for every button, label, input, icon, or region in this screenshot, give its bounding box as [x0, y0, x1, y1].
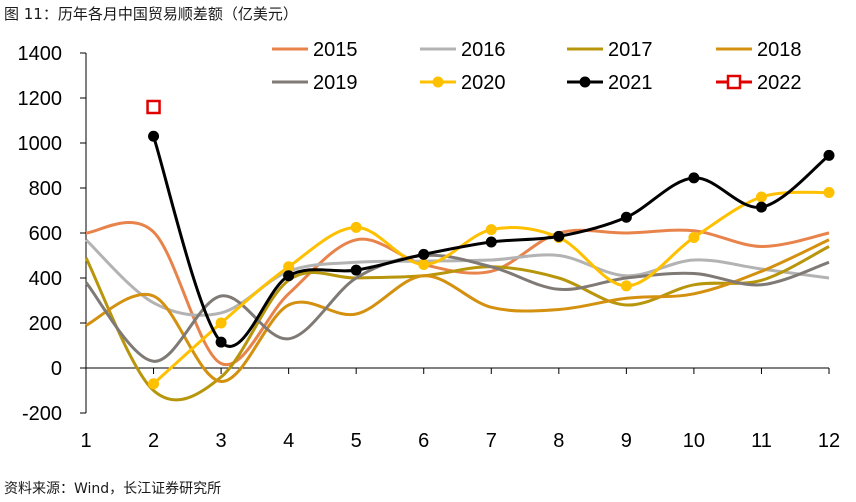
series-2018 — [85, 238, 830, 384]
x-tick-label: 1 — [80, 430, 91, 452]
series-line-2020 — [152, 190, 830, 385]
x-tick-label: 12 — [818, 430, 840, 452]
data-point-2022 — [146, 99, 161, 115]
legend-item-2016: 2016 — [420, 39, 506, 61]
series-line-2016 — [84, 238, 830, 317]
x-tick-label: 11 — [751, 430, 772, 452]
data-point-2021 — [418, 248, 430, 260]
legend-item-2020: 2020 — [420, 72, 506, 94]
y-tick-label: -200 — [22, 403, 62, 425]
x-tick-label: 6 — [418, 430, 429, 452]
data-point-2020 — [283, 261, 295, 273]
legend-marker-2022 — [726, 74, 742, 90]
legend: 2015 2016 2017 2018 2019 2020 2021 2022 — [272, 39, 802, 94]
data-point-2021 — [350, 264, 362, 276]
series-2021 — [148, 130, 835, 348]
x-tick-label: 10 — [683, 430, 705, 452]
data-point-2021 — [823, 149, 835, 161]
data-point-2021 — [283, 270, 295, 282]
x-tick-label: 3 — [216, 430, 227, 452]
data-point-2020 — [823, 187, 835, 198]
legend-label-2015: 2015 — [313, 39, 358, 61]
series-2022 — [146, 99, 161, 115]
legend-marker-2021 — [579, 76, 591, 88]
series-2015 — [85, 220, 830, 367]
series-2020 — [148, 187, 835, 390]
legend-label-2022: 2022 — [757, 72, 802, 94]
legend-item-2017: 2017 — [567, 39, 653, 61]
data-point-2021 — [620, 211, 632, 223]
data-point-2021 — [553, 230, 565, 242]
series-line-2021 — [152, 135, 830, 348]
data-point-2020 — [755, 191, 767, 203]
legend-item-2022: 2022 — [716, 72, 802, 94]
figure-title: 图 11：历年各月中国贸易顺差额（亿美元） — [4, 5, 298, 23]
data-point-2021 — [755, 201, 767, 213]
legend-label-2020: 2020 — [461, 72, 506, 94]
y-tick-label: 600 — [29, 223, 62, 245]
data-point-2021 — [148, 130, 160, 142]
series-2016 — [84, 238, 830, 317]
y-tick-label: 1000 — [18, 133, 63, 155]
x-tick-label: 4 — [283, 430, 294, 452]
legend-label-2017: 2017 — [608, 39, 653, 61]
legend-item-2015: 2015 — [272, 39, 358, 61]
data-point-2020 — [148, 378, 160, 390]
data-point-2020 — [620, 280, 632, 292]
legend-label-2021: 2021 — [608, 72, 653, 94]
series-line-2019 — [84, 253, 830, 363]
series-2019 — [84, 253, 830, 363]
series-line-2015 — [85, 220, 830, 367]
y-tick-label: 400 — [29, 268, 62, 290]
legend-label-2018: 2018 — [757, 39, 802, 61]
legend-item-2019: 2019 — [272, 72, 358, 94]
x-tick-label: 9 — [621, 430, 632, 452]
data-point-2020 — [418, 259, 430, 270]
data-point-2021 — [688, 172, 700, 184]
legend-label-2019: 2019 — [313, 72, 358, 94]
y-tick-label: 1400 — [18, 43, 63, 65]
x-tick-label: 2 — [148, 430, 159, 452]
legend-marker-2020 — [432, 76, 444, 88]
y-tick-label: 200 — [29, 313, 62, 335]
x-tick-label: 7 — [486, 430, 497, 452]
data-point-2020 — [485, 224, 497, 236]
legend-item-2018: 2018 — [716, 39, 802, 61]
y-tick-label: 0 — [51, 358, 62, 380]
x-tick-label: 5 — [351, 430, 362, 452]
x-tick-label: 8 — [553, 430, 564, 452]
data-point-2021 — [215, 336, 227, 348]
legend-item-2021: 2021 — [567, 72, 653, 94]
series-layer — [84, 99, 835, 402]
figure-source: 资料来源：Wind，长江证券研究所 — [4, 481, 222, 497]
y-tick-label: 1200 — [18, 88, 63, 110]
data-point-2020 — [215, 317, 227, 329]
y-tick-label: 800 — [29, 178, 62, 200]
series-line-2018 — [85, 238, 830, 384]
data-point-2020 — [688, 232, 700, 243]
data-point-2020 — [350, 221, 362, 233]
legend-label-2016: 2016 — [461, 39, 506, 61]
data-point-2021 — [485, 236, 497, 248]
